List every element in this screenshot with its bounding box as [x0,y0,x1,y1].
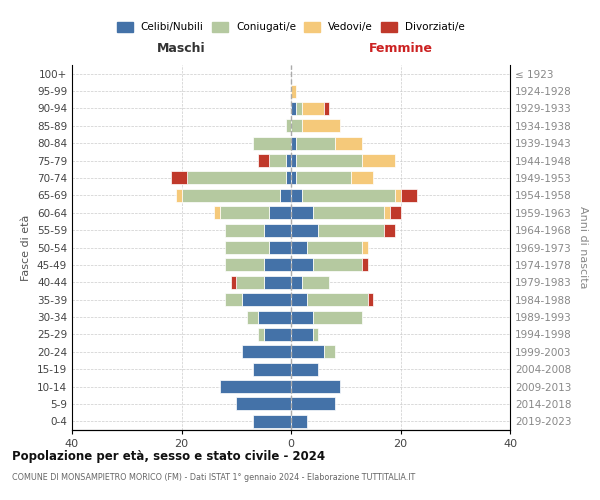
Bar [302,276,329,289]
Bar [291,380,340,393]
Text: COMUNE DI MONSAMPIETRO MORICO (FM) - Dati ISTAT 1° gennaio 2024 - Elaborazione T: COMUNE DI MONSAMPIETRO MORICO (FM) - Dat… [12,472,415,482]
Bar [258,328,263,341]
Text: Maschi: Maschi [157,42,206,54]
Bar [313,206,384,220]
Bar [263,328,291,341]
Bar [236,398,291,410]
Bar [296,136,335,149]
Bar [291,224,319,236]
Bar [291,258,313,272]
Bar [269,241,291,254]
Bar [242,346,291,358]
Bar [291,328,313,341]
Bar [395,189,401,202]
Bar [384,224,395,236]
Bar [307,241,362,254]
Bar [263,258,291,272]
Bar [291,84,296,98]
Bar [247,310,258,324]
Bar [313,258,362,272]
Bar [291,206,313,220]
Bar [258,154,269,167]
Legend: Celibi/Nubili, Coniugati/e, Vedovi/e, Divorziati/e: Celibi/Nubili, Coniugati/e, Vedovi/e, Di… [114,19,468,36]
Bar [226,258,263,272]
Bar [253,136,291,149]
Bar [291,102,296,115]
Bar [291,154,296,167]
Bar [226,241,269,254]
Bar [214,206,220,220]
Bar [286,172,291,184]
Bar [220,380,291,393]
Bar [291,415,307,428]
Bar [291,172,296,184]
Bar [291,136,296,149]
Bar [291,362,319,376]
Bar [280,189,291,202]
Bar [291,120,302,132]
Bar [313,310,362,324]
Bar [368,293,373,306]
Bar [231,276,236,289]
Bar [291,310,313,324]
Bar [296,102,302,115]
Bar [291,398,335,410]
Bar [319,224,384,236]
Bar [253,362,291,376]
Y-axis label: Fasce di età: Fasce di età [22,214,31,280]
Bar [335,136,362,149]
Bar [253,415,291,428]
Bar [220,206,269,220]
Bar [263,224,291,236]
Bar [362,154,395,167]
Bar [236,276,263,289]
Bar [313,328,319,341]
Bar [362,241,368,254]
Bar [296,154,362,167]
Bar [291,346,324,358]
Bar [324,346,335,358]
Bar [401,189,417,202]
Bar [291,241,307,254]
Bar [296,172,351,184]
Bar [182,189,280,202]
Bar [307,293,368,306]
Bar [362,258,368,272]
Bar [258,310,291,324]
Text: Femmine: Femmine [368,42,433,54]
Bar [242,293,291,306]
Y-axis label: Anni di nascita: Anni di nascita [578,206,588,289]
Bar [176,189,182,202]
Bar [269,206,291,220]
Bar [269,154,286,167]
Bar [187,172,286,184]
Bar [291,293,307,306]
Bar [291,189,302,202]
Bar [302,102,324,115]
Bar [389,206,401,220]
Bar [351,172,373,184]
Bar [286,120,291,132]
Bar [263,276,291,289]
Bar [384,206,389,220]
Bar [170,172,187,184]
Text: Popolazione per età, sesso e stato civile - 2024: Popolazione per età, sesso e stato civil… [12,450,325,463]
Bar [324,102,329,115]
Bar [302,120,340,132]
Bar [302,189,395,202]
Bar [286,154,291,167]
Bar [291,276,302,289]
Bar [226,293,242,306]
Bar [226,224,263,236]
